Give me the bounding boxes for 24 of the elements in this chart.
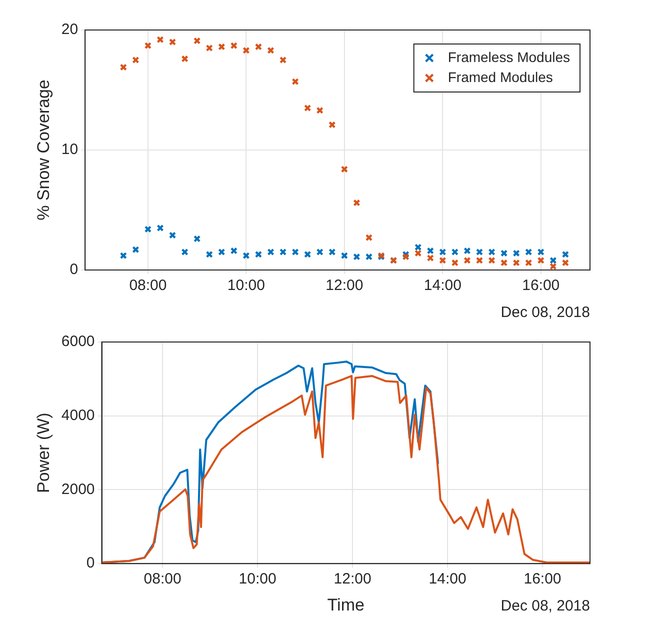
legend-label: Framed Modules xyxy=(448,68,553,85)
y-tick-label: 6000 xyxy=(61,333,95,350)
x-tick-label: 16:00 xyxy=(522,277,560,294)
x-tick-label: 12:00 xyxy=(334,570,372,588)
x-tick-label: 08:00 xyxy=(129,277,167,294)
y-tick-label: 10 xyxy=(61,141,78,158)
text: Dec 08, 2018 xyxy=(500,598,590,615)
y-tick-label: 2000 xyxy=(61,480,95,498)
x-tick-label: 10:00 xyxy=(238,570,276,588)
x-tick-label: 12:00 xyxy=(326,277,364,294)
y-tick-label: 0 xyxy=(70,261,78,278)
x-axis-title: Time xyxy=(327,595,364,614)
x-tick-label: 16:00 xyxy=(524,570,562,588)
x-tick-label: 08:00 xyxy=(144,570,182,588)
y-axis-title: Power (W) xyxy=(34,412,53,493)
x-tick-label: 10:00 xyxy=(227,277,265,294)
x-tick-label: 14:00 xyxy=(424,277,462,294)
y-tick-label: 20 xyxy=(61,21,78,38)
legend-label: Frameless Modules xyxy=(448,48,570,65)
y-tick-label: 0 xyxy=(86,554,95,572)
text: Dec 08, 2018 xyxy=(500,304,590,322)
x-tick-label: 14:00 xyxy=(428,570,466,588)
y-tick-label: 4000 xyxy=(61,407,95,424)
y-axis-title: % Snow Coverage xyxy=(34,80,53,220)
